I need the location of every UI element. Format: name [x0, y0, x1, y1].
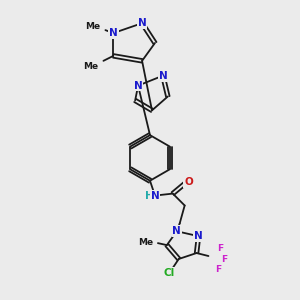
Text: N: N — [134, 81, 142, 91]
Text: N: N — [194, 231, 203, 241]
Text: Me: Me — [85, 22, 100, 31]
Text: N: N — [158, 71, 167, 81]
Text: F: F — [215, 266, 221, 274]
Text: N: N — [151, 190, 159, 201]
Text: F: F — [217, 244, 224, 253]
Text: O: O — [184, 177, 193, 187]
Text: Cl: Cl — [163, 268, 174, 278]
Text: N: N — [138, 18, 146, 28]
Text: Me: Me — [139, 238, 154, 247]
Text: N: N — [109, 28, 118, 38]
Text: N: N — [172, 226, 181, 236]
Text: Me: Me — [83, 62, 98, 71]
Text: H: H — [145, 190, 153, 201]
Text: F: F — [221, 256, 227, 265]
